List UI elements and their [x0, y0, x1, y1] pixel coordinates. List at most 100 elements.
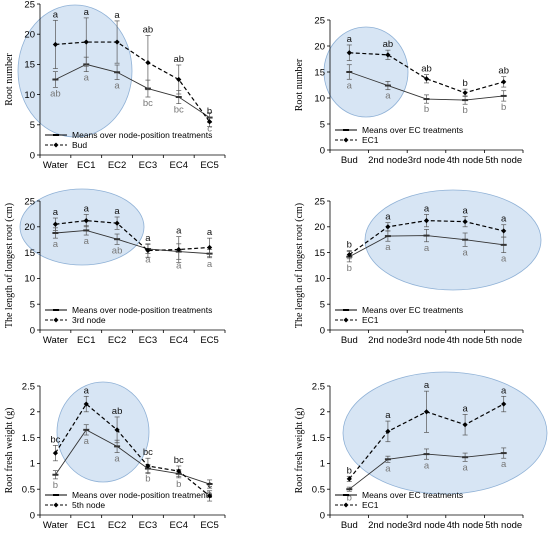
legend-label: EC1 — [362, 135, 379, 145]
data-point — [206, 119, 213, 125]
data-point — [52, 221, 59, 227]
y-tick-label: 2 — [30, 407, 35, 418]
x-tick-label: EC2 — [108, 335, 126, 346]
data-point — [462, 90, 468, 96]
legend-marker — [53, 142, 59, 148]
legend-label: EC1 — [362, 500, 379, 510]
data-point — [346, 50, 352, 56]
legend-label: Bud — [72, 140, 87, 150]
chart-panel-2: 0 5 10 15 20 25 Bud 2nd node 3rd node 4th node 5th… — [294, 15, 524, 166]
y-tick-label: 0 — [30, 150, 35, 161]
y-tick-label: 15 — [24, 60, 35, 71]
significance-label: a — [114, 81, 120, 92]
x-tick-label: EC1 — [77, 160, 95, 171]
significance-label: b — [501, 102, 506, 113]
x-tick-label: EC3 — [139, 520, 157, 531]
x-tick-label: EC5 — [200, 335, 218, 346]
y-tick-label: 2.5 — [312, 381, 325, 392]
data-point — [206, 493, 213, 499]
highlight-ellipse — [342, 371, 548, 495]
x-tick-label: 2nd node — [368, 335, 408, 346]
data-point — [83, 428, 90, 431]
data-point — [462, 238, 469, 241]
significance-label: ab — [498, 66, 509, 77]
data-point — [346, 488, 353, 491]
data-point — [346, 71, 353, 73]
significance-label: a — [424, 380, 430, 391]
legend-marker — [343, 129, 349, 131]
data-point — [423, 218, 430, 224]
chart-panel-4: 0 5 10 15 20 25 Bud 2nd node 3rd node 4th node 5th… — [294, 189, 542, 346]
series-line-1 — [55, 63, 210, 118]
data-point — [346, 252, 352, 258]
x-tick-label: 5th node — [485, 520, 522, 531]
y-tick-label: 1 — [320, 459, 325, 470]
data-point — [501, 79, 507, 85]
y-tick-label: 20 — [24, 30, 35, 41]
y-tick-label: 0 — [320, 145, 325, 156]
x-tick-label: 3rd node — [408, 335, 446, 346]
significance-label: b — [145, 474, 150, 485]
significance-label: b — [207, 106, 212, 117]
data-point — [114, 39, 120, 45]
significance-label: b — [53, 480, 58, 491]
significance-label: a — [84, 203, 90, 214]
legend-marker — [53, 309, 59, 311]
y-tick-label: 1.5 — [312, 433, 325, 444]
significance-label: b — [347, 465, 352, 476]
significance-label: a — [53, 9, 59, 20]
significance-label: a — [424, 203, 430, 214]
highlight-ellipse — [17, 4, 133, 138]
data-point — [423, 98, 430, 101]
significance-label: a — [385, 212, 391, 223]
significance-label: a — [385, 242, 391, 253]
data-point — [462, 99, 469, 102]
significance-label: a — [347, 34, 353, 45]
significance-label: a — [207, 259, 213, 270]
x-tick-label: Water — [43, 335, 68, 346]
data-point — [175, 96, 182, 99]
data-point — [423, 409, 430, 415]
data-point — [52, 78, 59, 81]
significance-label: ab — [112, 406, 123, 417]
data-point — [145, 463, 151, 469]
legend-label: Means over EC treatments — [362, 305, 463, 315]
data-point — [83, 229, 90, 232]
x-tick-label: EC5 — [200, 160, 218, 171]
chart-panel-1: 0 5 10 15 20 25 Water EC1 EC2 EC3 EC4 EC5 Root numbe… — [4, 0, 226, 171]
y-tick-label: 25 — [24, 0, 35, 10]
legend-label: 5th node — [72, 500, 105, 510]
significance-label: a — [114, 206, 120, 217]
data-point — [176, 468, 182, 474]
significance-label: a — [207, 227, 213, 238]
legend-marker — [343, 137, 349, 143]
data-point — [462, 422, 468, 428]
data-point — [52, 473, 59, 476]
significance-label: a — [462, 205, 468, 216]
data-point — [145, 247, 151, 254]
significance-label: a — [462, 462, 468, 473]
highlight-ellipse — [323, 26, 409, 118]
y-tick-label: 2 — [320, 407, 325, 418]
x-tick-label: EC4 — [170, 520, 188, 531]
y-tick-label: 0.5 — [22, 485, 35, 496]
y-tick-label: 25 — [314, 15, 325, 26]
x-tick-label: 4th node — [447, 520, 484, 531]
data-point — [500, 94, 507, 97]
significance-label: a — [424, 460, 430, 471]
x-tick-label: EC1 — [77, 520, 95, 531]
significance-label: a — [84, 73, 90, 84]
y-axis-title: The length of longest root (cm) — [294, 203, 305, 328]
significance-label: b — [424, 104, 429, 115]
significance-label: a — [145, 255, 151, 266]
y-tick-label: 0 — [30, 325, 35, 336]
y-tick-label: 10 — [24, 90, 35, 101]
significance-label: b — [347, 492, 352, 503]
data-point — [176, 76, 182, 83]
data-point — [114, 71, 121, 74]
significance-label: a — [84, 436, 90, 447]
x-tick-label: EC3 — [139, 335, 157, 346]
data-point — [52, 450, 59, 456]
series-line-2 — [55, 41, 211, 123]
data-point — [423, 453, 430, 456]
